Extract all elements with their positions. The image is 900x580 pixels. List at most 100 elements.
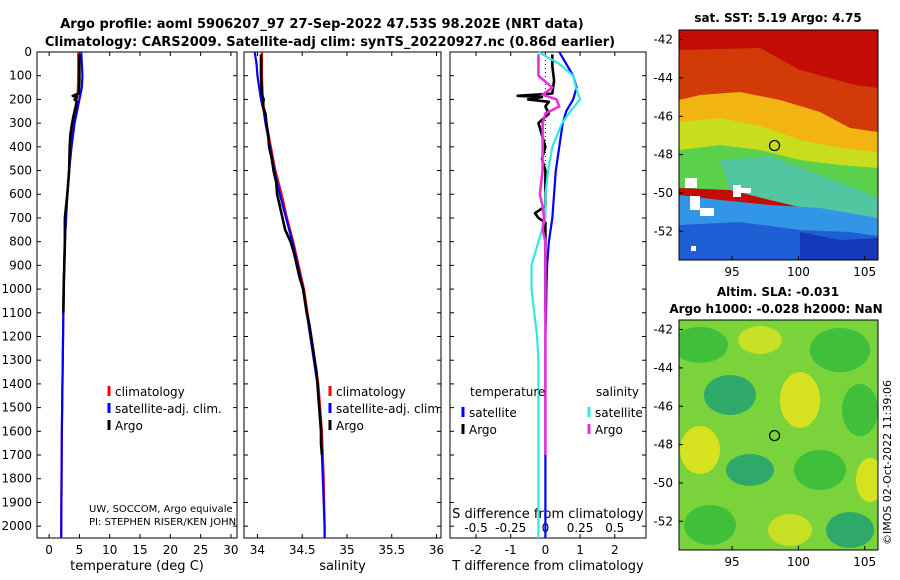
y-tick-label: -52 [653,514,673,528]
y-tick-label: 100 [9,69,32,83]
y-tick-label: 1900 [1,495,32,509]
sla-map-subtitle: Argo h1000: -0.028 h2000: NaN [669,302,882,316]
x-tick-label: 105 [853,555,876,569]
x-tick-label: 2 [611,543,619,557]
y-tick-label: 1500 [1,401,32,415]
legend-header: temperature [470,385,545,399]
x-tick-label: 36 [429,543,444,557]
y-tick-label: -44 [653,361,673,375]
y-tick-label: 1200 [1,329,32,343]
legend-label: satellite [469,406,517,420]
y-tick-label: -48 [653,438,673,452]
top-x-tick-label: 0.25 [567,521,594,535]
y-tick-label: 1400 [1,377,32,391]
difference-panel: -2 -1 0 1 2 T difference from climatology -0.5… [449,51,647,574]
x-tick-label: 25 [193,543,208,557]
plot-frame [36,51,238,539]
sla-field [679,320,878,550]
series-line-2 [259,54,324,456]
credit-label: ©IMOS 02-Oct-2022 11:39:06 [881,380,894,545]
x-tick-label: 1 [576,543,584,557]
x-tick-label: 35.5 [378,543,405,557]
legend-header: salinity [596,385,639,399]
y-tick-label: 1000 [1,282,32,296]
temperature-panel: 0100200300400500600700800900100011001200… [1,45,238,574]
x-tick-label: 20 [163,543,178,557]
y-tick-label: -44 [653,71,673,85]
top-x-tick-label: -0.5 [464,521,487,535]
y-tick-label: -42 [653,33,673,47]
y-tick-label: 1600 [1,424,32,438]
legend-label: climatology [336,385,406,399]
y-tick-label: -42 [653,323,673,337]
y-tick-label: 500 [9,164,32,178]
y-tick-label: 600 [9,187,32,201]
legend-label: Argo [336,419,364,433]
sst-map-frame [678,29,879,261]
x-axis-label: salinity [319,559,366,574]
x-tick-label: 34.5 [289,543,316,557]
series-line-1 [516,54,556,313]
x-tick-label: 10 [102,543,117,557]
x-tick-label: -2 [470,543,482,557]
x-tick-label: 100 [787,555,810,569]
argo-position-marker [768,429,781,442]
plot-frame [449,51,647,539]
sst-map-panel: sat. SST: 5.19 Argo: 4.75 95 100 105 -42 -44… [653,11,879,279]
y-tick-label: 2000 [1,519,32,533]
y-tick-label: 300 [9,116,32,130]
x-tick-label: 95 [724,265,739,279]
argo-position-marker [768,139,781,152]
y-tick-label: -52 [653,224,673,238]
x-axis-label: temperature (deg C) [70,559,204,574]
series-line-2 [530,51,582,538]
x-tick-label: 35 [339,543,354,557]
y-tick-label: -46 [653,109,673,123]
y-tick-label: 0 [24,45,32,59]
sla-map-title: Altim. SLA: -0.031 [717,285,839,299]
y-tick-label: -48 [653,148,673,162]
figure-title-line1: Argo profile: aoml 5906207_97 27-Sep-202… [60,17,584,32]
x-tick-label: 34 [250,543,265,557]
y-tick-label: -46 [653,399,673,413]
x-axis-label: T difference from climatology [451,559,644,574]
legend-label: satellite-adj. clim. [115,402,222,416]
y-tick-label: 1800 [1,472,32,486]
series-line-3 [537,54,561,456]
y-tick-label: 800 [9,235,32,249]
program-label: UW, SOCCOM, Argo equivale [89,504,233,515]
figure-title-line2: Climatology: CARS2009. Satellite-adj cli… [45,35,615,50]
legend-label: satellite-adj. clim. [336,402,443,416]
y-tick-label: 400 [9,140,32,154]
x-tick-label: 5 [76,543,84,557]
y-tick-label: 900 [9,258,32,272]
y-tick-label: -50 [653,186,673,200]
x-tick-label: 95 [724,555,739,569]
top-x-tick-label: -0.25 [495,521,526,535]
legend-label: Argo [469,423,497,437]
y-tick-label: 200 [9,92,32,106]
plot-frame [243,51,442,539]
top-x-axis-label: S difference from climatology [452,507,644,522]
x-tick-label: 15 [132,543,147,557]
sst-map-title: sat. SST: 5.19 Argo: 4.75 [694,11,861,25]
y-tick-label: -50 [653,476,673,490]
sla-map-frame [678,319,879,551]
legend-label: Argo [595,423,623,437]
salinity-panel: 34 34.5 35 35.5 36 salinity climatology satelli… [243,51,444,574]
x-tick-label: 100 [787,265,810,279]
y-tick-label: 700 [9,211,32,225]
top-x-tick-label: 0.5 [605,521,624,535]
legend-label: Argo [115,419,143,433]
legend-label: climatology [115,385,185,399]
pi-label: PI: STEPHEN RISER/KEN JOHN [89,517,236,528]
y-tick-label: 1300 [1,353,32,367]
x-tick-label: 105 [853,265,876,279]
y-tick-label: 1700 [1,448,32,462]
x-tick-label: 0 [45,543,53,557]
sst-field [679,30,878,260]
x-tick-label: -1 [505,543,517,557]
legend-label: satellite [595,406,643,420]
sla-map-panel: Altim. SLA: -0.031 Argo h1000: -0.028 h2… [653,285,882,569]
